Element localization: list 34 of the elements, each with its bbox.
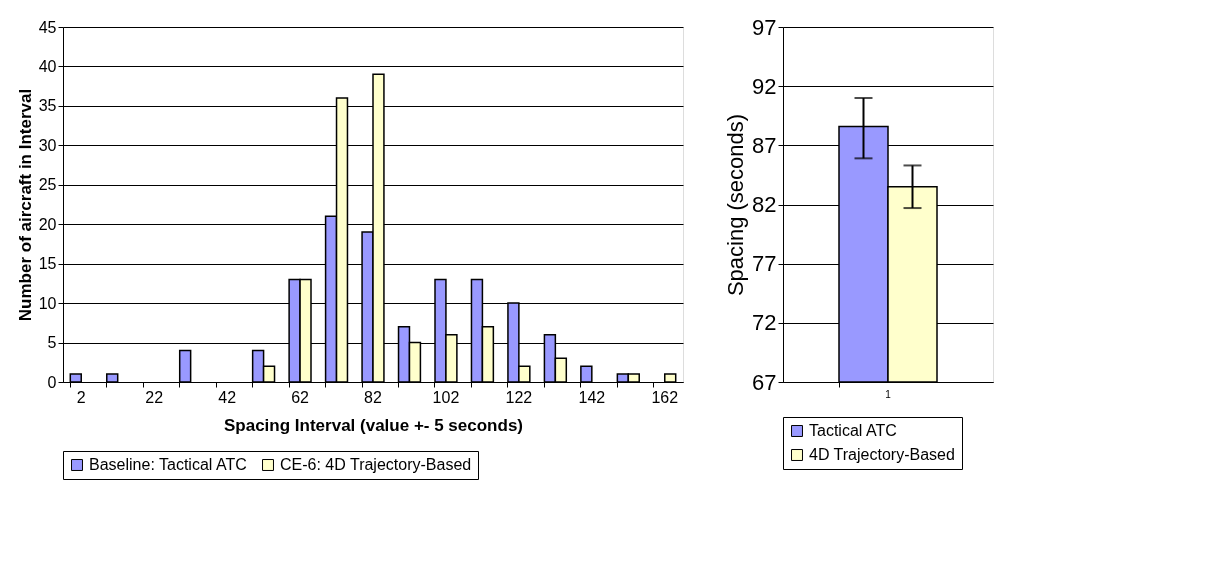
y-tick-label: 45 xyxy=(38,18,57,36)
x-tick-label: 42 xyxy=(218,388,237,406)
y-tick-label: 15 xyxy=(38,255,57,273)
y-tick-label: 35 xyxy=(38,97,57,115)
legend-label: 4D Trajectory-Based xyxy=(809,446,955,463)
x-tick-label: 22 xyxy=(145,388,164,406)
x-tick-label: 2 xyxy=(76,388,86,406)
y-tick-label: 40 xyxy=(38,57,57,75)
y-tick-label: 92 xyxy=(752,73,777,99)
y-axis-title: Number of aircraft in Interval xyxy=(15,88,35,322)
y-tick-label: 77 xyxy=(752,251,777,277)
x-tick-label: 122 xyxy=(505,388,533,406)
y-tick-label: 0 xyxy=(47,373,57,391)
y-tick-label: 67 xyxy=(752,369,777,395)
y-tick-label: 10 xyxy=(38,294,57,312)
x-tick-label: 162 xyxy=(651,388,679,406)
y-tick-label: 30 xyxy=(38,136,57,154)
x-axis-title: Spacing Interval (value +- 5 seconds) xyxy=(223,415,524,435)
y-axis-title: Spacing (seconds) xyxy=(723,113,749,297)
legend-label: Tactical ATC xyxy=(809,422,897,439)
y-tick-label: 97 xyxy=(752,14,777,40)
y-tick-label: 87 xyxy=(752,132,777,158)
legend-label: CE-6: 4D Trajectory-Based xyxy=(280,456,472,473)
x-tick-label: 1 xyxy=(885,388,892,400)
x-tick-label: 62 xyxy=(291,388,310,406)
legend-label: Baseline: Tactical ATC xyxy=(89,456,247,473)
y-tick-label: 25 xyxy=(38,176,57,194)
y-tick-label: 20 xyxy=(38,215,57,233)
y-tick-label: 82 xyxy=(752,192,777,217)
x-tick-label: 142 xyxy=(578,388,606,406)
y-tick-label: 5 xyxy=(47,334,57,352)
x-tick-label: 102 xyxy=(432,388,460,406)
x-tick-label: 82 xyxy=(364,388,382,406)
y-tick-label: 72 xyxy=(752,310,777,336)
